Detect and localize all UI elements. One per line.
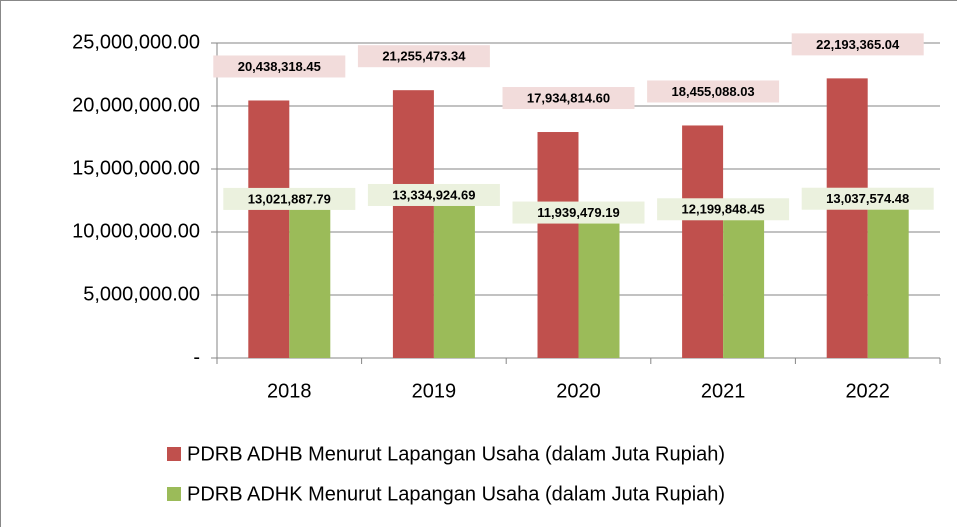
data-label: 20,438,318.45 [238,59,321,74]
x-tick-label: 2021 [701,380,746,402]
legend-swatch [167,447,181,461]
data-label: 13,334,924.69 [392,187,475,202]
bar [578,207,620,358]
x-tick-label: 2018 [267,380,312,402]
data-label: 11,939,479.19 [537,205,619,220]
bar [867,193,909,358]
data-label-bg [367,183,500,206]
y-tick-label: - [193,346,200,368]
data-label-bg [791,33,924,56]
data-label-bg [657,198,790,221]
data-label-bg [647,80,780,103]
data-label: 17,934,814.60 [527,90,610,105]
data-label: 12,199,848.45 [682,202,765,217]
legend-swatch [167,487,181,501]
y-tick-label: 15,000,000.00 [72,157,200,179]
bar [289,193,331,358]
x-tick-label: 2019 [412,380,457,402]
x-tick-label: 2020 [556,380,601,402]
data-label-bg [801,187,934,210]
x-tick-label: 2022 [845,380,890,402]
bar [682,125,724,359]
bar [826,78,868,359]
data-label-bg [213,55,346,78]
bar [248,100,290,359]
bar [537,132,579,358]
data-label: 13,037,574.48 [826,191,909,206]
y-tick-label: 25,000,000.00 [72,31,200,53]
bar [433,189,475,358]
data-label: 21,255,473.34 [382,49,466,64]
y-tick-label: 5,000,000.00 [83,283,200,305]
data-label: 18,455,088.03 [672,84,755,99]
data-label-bg [357,45,490,68]
y-tick-label: 10,000,000.00 [72,220,200,242]
bar [723,204,765,358]
data-label-bg [223,187,356,210]
data-label-bg [512,201,645,224]
data-label: 22,193,365.04 [816,37,900,52]
y-tick-label: 20,000,000.00 [72,94,200,116]
data-label-bg [502,87,635,110]
legend-label: PDRB ADHK Menurut Lapangan Usaha (dalam … [187,483,725,505]
data-label: 13,021,887.79 [248,191,331,206]
bar [392,90,434,359]
legend-label: PDRB ADHB Menurut Lapangan Usaha (dalam … [187,443,725,465]
